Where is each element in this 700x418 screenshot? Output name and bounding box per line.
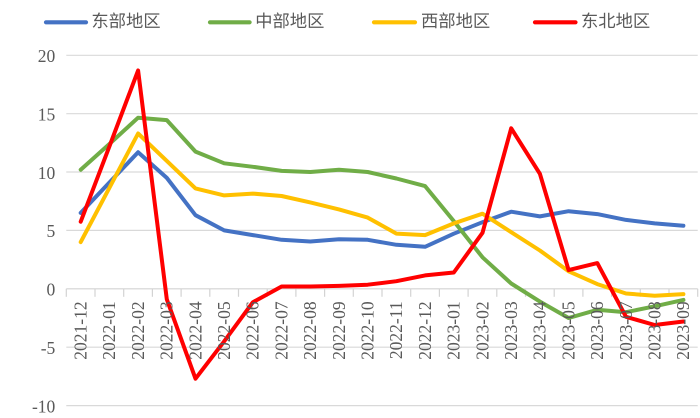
svg-text:20: 20 (38, 46, 56, 66)
svg-text:2022-01: 2022-01 (99, 301, 119, 359)
svg-text:2022-06: 2022-06 (243, 301, 263, 360)
svg-text:2022-10: 2022-10 (358, 301, 378, 360)
svg-text:5: 5 (47, 221, 56, 241)
svg-text:2021-12: 2021-12 (71, 301, 91, 359)
svg-text:2022-12: 2022-12 (415, 301, 435, 359)
svg-text:2023-05: 2023-05 (558, 301, 578, 360)
svg-text:2023-08: 2023-08 (645, 301, 665, 360)
svg-text:2023-07: 2023-07 (616, 301, 636, 360)
svg-text:2022-11: 2022-11 (386, 301, 406, 359)
svg-text:10: 10 (38, 163, 56, 183)
svg-text:2023-02: 2023-02 (472, 301, 492, 359)
svg-text:2022-05: 2022-05 (214, 301, 234, 360)
svg-text:2023-04: 2023-04 (530, 301, 550, 360)
svg-text:2023-01: 2023-01 (444, 301, 464, 359)
svg-text:-5: -5 (41, 338, 56, 358)
svg-text:2023-06: 2023-06 (587, 301, 607, 360)
svg-text:-10: -10 (32, 396, 56, 416)
svg-text:2023-03: 2023-03 (501, 301, 521, 360)
svg-text:2022-08: 2022-08 (300, 301, 320, 360)
svg-text:2022-04: 2022-04 (185, 301, 205, 360)
svg-text:2022-03: 2022-03 (157, 301, 177, 360)
svg-text:15: 15 (38, 105, 56, 125)
svg-text:2023-09: 2023-09 (673, 301, 693, 360)
svg-text:2022-02: 2022-02 (128, 301, 148, 359)
svg-text:0: 0 (47, 280, 56, 300)
svg-text:2022-07: 2022-07 (271, 301, 291, 360)
svg-text:2022-09: 2022-09 (329, 301, 349, 360)
